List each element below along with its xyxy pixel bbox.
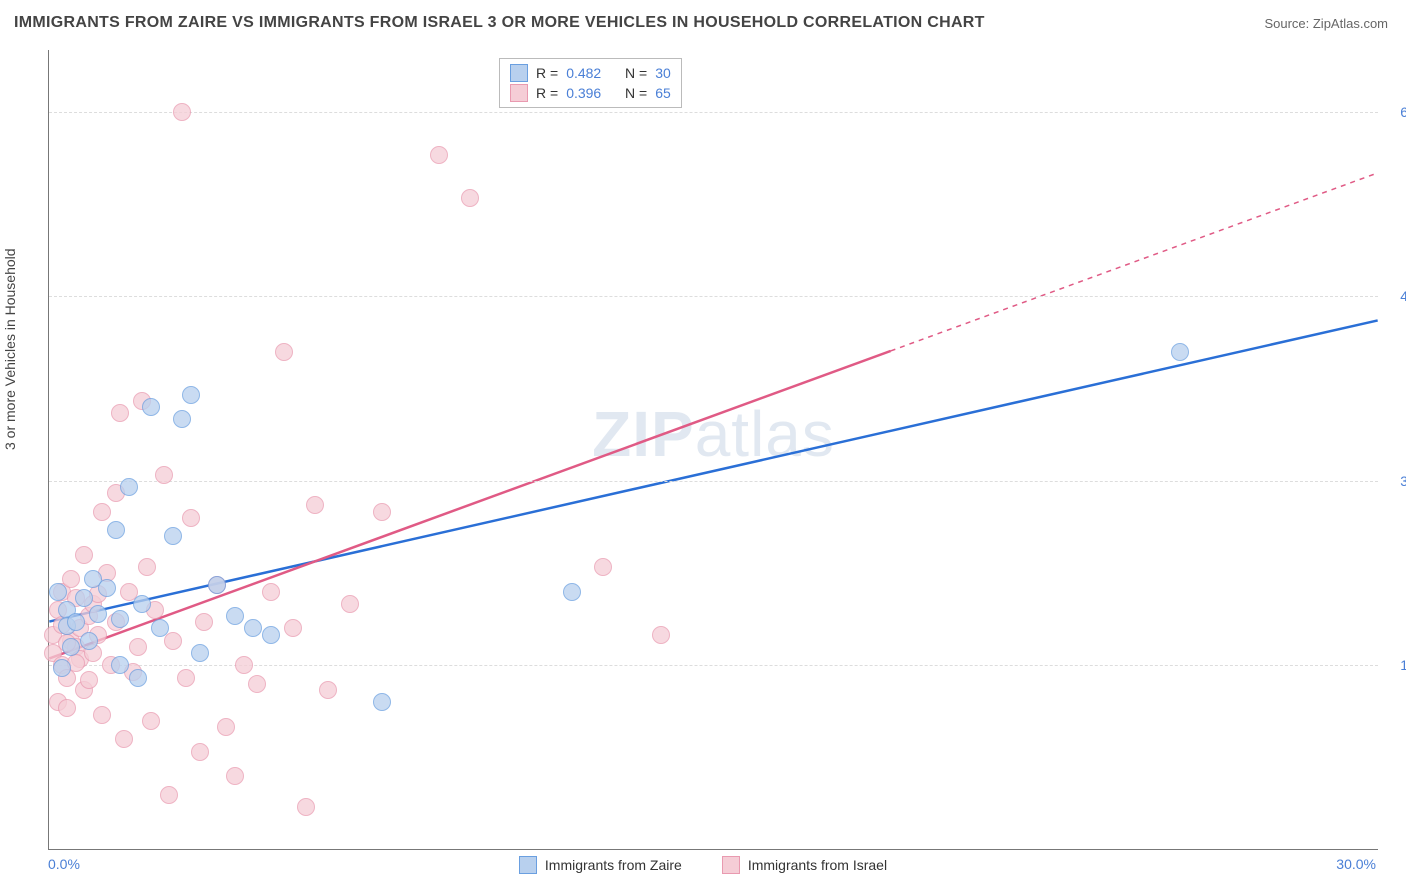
data-point bbox=[262, 626, 280, 644]
data-point bbox=[107, 521, 125, 539]
data-point bbox=[297, 798, 315, 816]
data-point bbox=[138, 558, 156, 576]
data-point bbox=[155, 466, 173, 484]
data-point bbox=[58, 699, 76, 717]
gridline bbox=[49, 481, 1378, 482]
data-point bbox=[173, 103, 191, 121]
data-point bbox=[217, 718, 235, 736]
y-tick-label: 15.0% bbox=[1400, 657, 1406, 673]
data-point bbox=[111, 610, 129, 628]
data-point bbox=[173, 410, 191, 428]
swatch-series-1 bbox=[510, 84, 528, 102]
data-point bbox=[80, 632, 98, 650]
data-point bbox=[89, 605, 107, 623]
y-tick-label: 60.0% bbox=[1400, 104, 1406, 120]
data-point bbox=[133, 595, 151, 613]
data-point bbox=[191, 644, 209, 662]
data-point bbox=[284, 619, 302, 637]
data-point bbox=[248, 675, 266, 693]
data-point bbox=[191, 743, 209, 761]
swatch-series-0 bbox=[510, 64, 528, 82]
data-point bbox=[226, 607, 244, 625]
y-axis-label: 3 or more Vehicles in Household bbox=[2, 248, 18, 450]
series-1-name: Immigrants from Israel bbox=[748, 857, 887, 873]
data-point bbox=[226, 767, 244, 785]
n-value-0: 30 bbox=[655, 65, 671, 81]
data-point bbox=[208, 576, 226, 594]
swatch-bottom-0 bbox=[519, 856, 537, 874]
data-point bbox=[262, 583, 280, 601]
data-point bbox=[93, 706, 111, 724]
data-point bbox=[53, 659, 71, 677]
data-point bbox=[142, 712, 160, 730]
data-point bbox=[244, 619, 262, 637]
data-point bbox=[164, 527, 182, 545]
data-point bbox=[430, 146, 448, 164]
data-point bbox=[115, 730, 133, 748]
data-point bbox=[120, 478, 138, 496]
swatch-bottom-1 bbox=[722, 856, 740, 874]
data-point bbox=[67, 613, 85, 631]
data-point bbox=[594, 558, 612, 576]
plot-area: ZIPatlas R = 0.482 N = 30 R = 0.396 N = … bbox=[48, 50, 1378, 850]
watermark: ZIPatlas bbox=[592, 397, 835, 471]
series-0-name: Immigrants from Zaire bbox=[545, 857, 682, 873]
data-point bbox=[461, 189, 479, 207]
data-point bbox=[341, 595, 359, 613]
data-point bbox=[75, 546, 93, 564]
data-point bbox=[275, 343, 293, 361]
data-point bbox=[177, 669, 195, 687]
data-point bbox=[306, 496, 324, 514]
source-label: Source: ZipAtlas.com bbox=[1264, 16, 1388, 31]
data-point bbox=[98, 579, 116, 597]
chart-title: IMMIGRANTS FROM ZAIRE VS IMMIGRANTS FROM… bbox=[14, 14, 985, 32]
data-point bbox=[182, 386, 200, 404]
data-point bbox=[373, 503, 391, 521]
data-point bbox=[563, 583, 581, 601]
r-value-1: 0.396 bbox=[566, 85, 601, 101]
data-point bbox=[151, 619, 169, 637]
data-point bbox=[80, 671, 98, 689]
y-tick-label: 45.0% bbox=[1400, 288, 1406, 304]
legend-stats: R = 0.482 N = 30 R = 0.396 N = 65 bbox=[499, 58, 682, 108]
data-point bbox=[319, 681, 337, 699]
data-point bbox=[160, 786, 178, 804]
r-value-0: 0.482 bbox=[566, 65, 601, 81]
gridline bbox=[49, 112, 1378, 113]
data-point bbox=[182, 509, 200, 527]
data-point bbox=[195, 613, 213, 631]
legend-series: Immigrants from Zaire Immigrants from Is… bbox=[0, 856, 1406, 874]
data-point bbox=[373, 693, 391, 711]
n-value-1: 65 bbox=[655, 85, 671, 101]
data-point bbox=[235, 656, 253, 674]
data-point bbox=[652, 626, 670, 644]
data-point bbox=[129, 669, 147, 687]
gridline bbox=[49, 296, 1378, 297]
data-point bbox=[111, 404, 129, 422]
data-point bbox=[93, 503, 111, 521]
chart-container: IMMIGRANTS FROM ZAIRE VS IMMIGRANTS FROM… bbox=[0, 0, 1406, 892]
y-tick-label: 30.0% bbox=[1400, 473, 1406, 489]
data-point bbox=[129, 638, 147, 656]
data-point bbox=[164, 632, 182, 650]
data-point bbox=[1171, 343, 1189, 361]
data-point bbox=[111, 656, 129, 674]
data-point bbox=[142, 398, 160, 416]
regression-lines bbox=[49, 50, 1378, 849]
data-point bbox=[49, 583, 67, 601]
data-point bbox=[75, 589, 93, 607]
data-point bbox=[62, 638, 80, 656]
